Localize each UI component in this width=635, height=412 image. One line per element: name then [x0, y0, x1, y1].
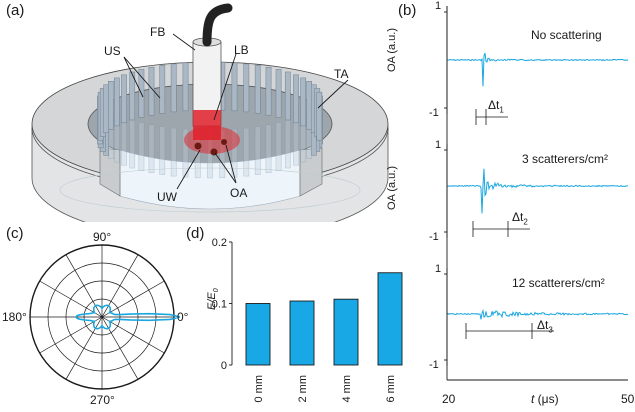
label-lb: LB: [234, 43, 249, 57]
transducer-rod: [265, 124, 272, 174]
transducer-rod: [148, 66, 155, 116]
bar-y-tick-label: 0.2: [212, 237, 227, 249]
transducer-rod: [129, 119, 136, 169]
trace-2-ytick-bottom: -1: [429, 231, 439, 243]
oa-signal: [447, 52, 629, 87]
panel-c-label: (c): [6, 225, 24, 242]
polar-spoke: [101, 316, 139, 380]
trace-1-ylabel: OA (a.u.): [386, 27, 398, 72]
label-oa: OA: [230, 186, 248, 200]
bar-category-label: 0 mm: [253, 375, 265, 403]
bar-y-tick-label: 0: [221, 360, 227, 372]
transducer-rod: [275, 122, 282, 171]
dt2-label: Δt2: [512, 210, 528, 227]
transducer-rod: [138, 122, 145, 171]
bar-category-label: 2 mm: [297, 375, 309, 403]
label-fb: FB: [150, 25, 166, 39]
dt1-label: Δt1: [488, 98, 504, 115]
transducer-rod: [148, 124, 155, 174]
label-ta: TA: [334, 67, 349, 81]
bar-category-label: 4 mm: [341, 375, 353, 403]
transducer-rod: [293, 74, 299, 124]
transducer-rod: [243, 63, 250, 113]
transducer-rod: [170, 127, 177, 177]
angle-270: 270°: [90, 393, 115, 407]
transducer-rod: [108, 80, 114, 130]
transducer-rod: [159, 126, 166, 175]
bar-category-label: 6 mm: [385, 375, 397, 403]
xtick-50: 50: [621, 392, 635, 406]
transducer-rod: [300, 77, 306, 127]
trace-3-ytick-top: 1: [435, 263, 442, 275]
trace-3-ylabel: OA (a.u.): [386, 307, 398, 352]
panel-b-label: (b): [398, 2, 417, 19]
transducer-rod: [182, 128, 189, 178]
polar-spoke: [39, 316, 103, 354]
trace-2-ytick-top: 1: [435, 139, 442, 151]
transducer-rod: [121, 74, 127, 124]
transducer-rod: [254, 65, 261, 114]
angle-0: 0°: [177, 310, 189, 324]
transducer-rod: [170, 63, 177, 113]
transducer-rod: [114, 77, 120, 127]
angle-90: 90°: [93, 230, 112, 244]
bar: [289, 300, 315, 366]
polar-spoke: [39, 280, 103, 318]
transducer-rod: [243, 127, 250, 177]
transducer-rod: [265, 66, 272, 116]
polar-ring: [65, 280, 139, 354]
trace-2-title: 3 scatterers/cm²: [522, 152, 609, 166]
trace-3-title: 12 scatterers/cm²: [512, 276, 605, 290]
transducer-rod: [306, 80, 312, 130]
trace-1-ytick-bottom: -1: [429, 107, 439, 119]
polar-ring: [29, 244, 175, 390]
label-us: US: [104, 44, 121, 58]
transducer-rod: [159, 65, 166, 114]
trace-1-title: No scattering: [531, 28, 602, 42]
polar-pattern: [75, 304, 180, 330]
bar: [333, 298, 359, 366]
transducer-rod: [316, 91, 323, 141]
xaxis-label: t (μs): [531, 392, 559, 406]
bar: [245, 303, 271, 366]
transducer-rod: [254, 126, 261, 175]
polar-ring: [47, 262, 157, 372]
panel-a-label: (a): [6, 2, 25, 19]
label-uw: UW: [157, 190, 177, 204]
angle-180: 180°: [2, 310, 27, 324]
transducer-rod: [275, 69, 282, 118]
oa-signal: [446, 168, 629, 214]
transducer-array: [97, 61, 323, 179]
setup-schematic: [31, 3, 389, 222]
transducer-rod: [182, 62, 189, 112]
transducer-rod: [121, 116, 127, 166]
transducer-rod: [103, 84, 110, 134]
polar-spoke: [65, 254, 103, 318]
panel-d-label: (d): [186, 225, 205, 242]
dt3-label: Δt3: [537, 318, 553, 335]
xtick-20: 20: [442, 392, 456, 406]
bar-ylabel: E/E0: [206, 288, 221, 310]
transducer-rod: [231, 62, 238, 112]
polar-spoke: [101, 316, 165, 354]
transducer-rod: [284, 119, 291, 169]
transducer-rod: [293, 116, 299, 166]
trace-1-ytick-top: 1: [435, 0, 442, 12]
trace-3-ytick-bottom: -1: [429, 359, 439, 371]
polar-spoke: [101, 254, 139, 318]
polar-spoke: [65, 316, 103, 380]
transducer-rod: [284, 71, 291, 121]
polar-ring: [83, 298, 121, 336]
polar-spoke: [101, 280, 165, 318]
trace-2-ylabel: OA (a.u.): [386, 165, 398, 210]
transducer-rod: [129, 71, 136, 121]
